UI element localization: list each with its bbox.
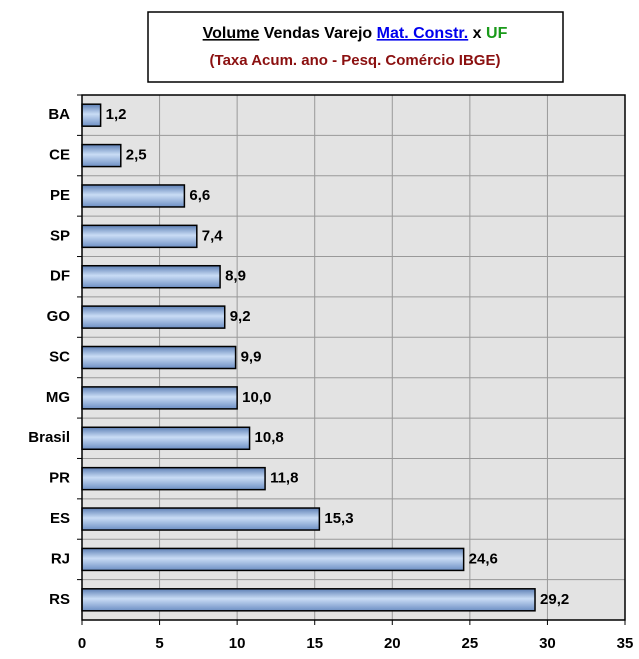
value-label: 29,2 xyxy=(540,591,569,608)
bar xyxy=(81,345,237,370)
chart-title: Volume Vendas Varejo Mat. Constr. x UF xyxy=(203,25,508,42)
y-tick-label: ES xyxy=(50,510,70,527)
x-tick-label: 5 xyxy=(155,635,163,652)
y-tick-label: PE xyxy=(50,187,70,204)
x-tick-label: 35 xyxy=(617,635,634,652)
bar xyxy=(81,507,321,531)
bar xyxy=(81,588,536,612)
y-tick-label: CE xyxy=(49,147,70,164)
value-label: 7,4 xyxy=(202,227,224,244)
x-tick-label: 10 xyxy=(229,635,246,652)
value-label: 1,2 xyxy=(106,106,127,123)
bar xyxy=(81,547,465,572)
y-tick-label: RS xyxy=(49,591,70,608)
value-label: 11,8 xyxy=(270,470,298,487)
y-tick-label: RJ xyxy=(51,550,70,567)
y-tick-label: MG xyxy=(46,389,70,406)
value-label: 10,8 xyxy=(255,429,284,446)
value-label: 2,5 xyxy=(126,147,147,164)
title-part: Volume xyxy=(203,25,260,42)
x-tick-label: 25 xyxy=(462,635,479,652)
y-tick-label: BA xyxy=(48,106,70,123)
x-tick-label: 20 xyxy=(384,635,401,652)
value-label: 15,3 xyxy=(324,510,353,527)
title-box xyxy=(147,11,564,83)
bar xyxy=(81,184,186,208)
value-label: 6,6 xyxy=(189,187,210,204)
y-tick-label: SP xyxy=(50,227,70,244)
x-tick-label: 15 xyxy=(306,635,323,652)
value-label: 9,9 xyxy=(241,348,262,365)
bar xyxy=(81,466,266,491)
bar xyxy=(81,103,102,127)
y-tick-label: DF xyxy=(50,268,70,285)
bar xyxy=(81,426,251,451)
title-part: Mat. Constr. xyxy=(377,25,469,42)
y-tick-label: SC xyxy=(49,348,70,365)
bar xyxy=(81,305,226,329)
bar xyxy=(81,224,198,249)
value-label: 9,2 xyxy=(230,308,251,325)
title-part: UF xyxy=(486,25,508,42)
chart-subtitle: (Taxa Acum. ano - Pesq. Comércio IBGE) xyxy=(210,52,501,69)
title-part: x xyxy=(473,25,482,42)
bar xyxy=(81,264,221,289)
value-label: 8,9 xyxy=(225,268,246,285)
y-tick-label: PR xyxy=(49,470,70,487)
plot-border xyxy=(81,94,626,621)
x-tick-label: 0 xyxy=(78,635,86,652)
value-label: 10,0 xyxy=(242,389,271,406)
value-label: 24,6 xyxy=(469,550,498,567)
x-tick-label: 30 xyxy=(539,635,556,652)
title-part: Vendas Varejo xyxy=(264,25,373,42)
bar xyxy=(81,143,122,168)
y-tick-label: GO xyxy=(47,308,71,325)
y-tick-label: Brasil xyxy=(28,429,70,446)
bar xyxy=(81,386,238,410)
